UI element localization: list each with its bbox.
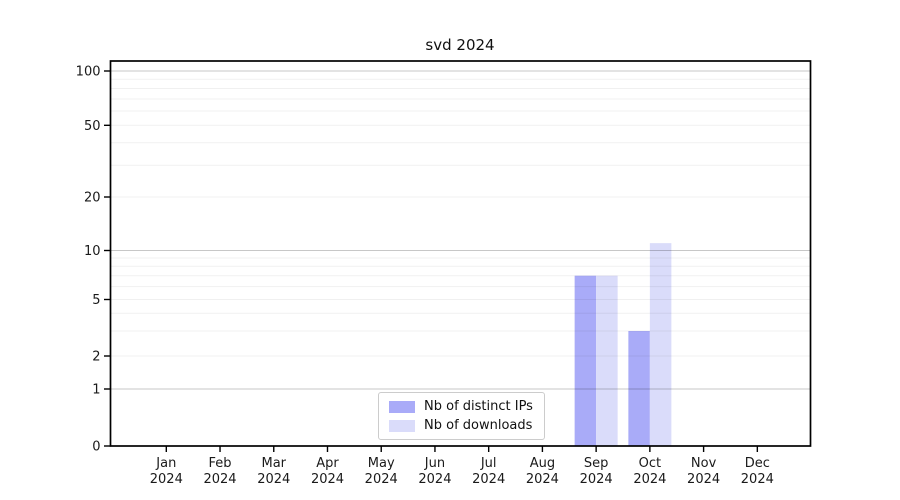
legend-label-distinct-ips: Nb of distinct IPs xyxy=(424,399,533,414)
x-tick-label-year: 2024 xyxy=(741,472,774,487)
x-tick-label-month: Aug xyxy=(530,456,555,471)
legend-swatch-distinct-ips xyxy=(389,400,415,413)
x-tick-label-year: 2024 xyxy=(580,472,613,487)
bar-downloads xyxy=(596,275,618,446)
axes-frame xyxy=(109,60,812,447)
bar-downloads xyxy=(649,243,672,446)
legend-item-distinct-ips: Nb of distinct IPs xyxy=(389,399,533,414)
x-tick-label-month: Jun xyxy=(424,456,445,471)
bar-distinct-ips xyxy=(574,275,597,446)
x-tick-label-month: Jul xyxy=(480,456,497,471)
x-tick-label-year: 2024 xyxy=(687,472,720,487)
y-tick-label: 0 xyxy=(92,440,100,455)
x-tick-label-year: 2024 xyxy=(150,472,183,487)
x-tick-label-month: Mar xyxy=(261,456,286,471)
x-tick-label-month: Apr xyxy=(316,456,339,471)
y-tick-label: 1 xyxy=(92,383,100,398)
legend: Nb of distinct IPs Nb of downloads xyxy=(378,392,545,440)
x-tick-label-month: Dec xyxy=(745,456,770,471)
x-tick-label-year: 2024 xyxy=(365,472,398,487)
x-tick-label-year: 2024 xyxy=(311,472,344,487)
y-tick-label: 2 xyxy=(92,350,100,365)
x-tick-label-month: Nov xyxy=(691,456,717,471)
x-tick-label-month: May xyxy=(368,456,395,471)
y-tick-label: 5 xyxy=(92,293,100,308)
bar-distinct-ips xyxy=(628,330,650,446)
y-tick-label: 20 xyxy=(84,191,101,206)
legend-label-downloads: Nb of downloads xyxy=(424,418,533,433)
legend-item-downloads: Nb of downloads xyxy=(389,418,533,433)
x-tick-label-year: 2024 xyxy=(633,472,666,487)
x-tick-label-year: 2024 xyxy=(472,472,505,487)
chart-title: svd 2024 xyxy=(425,36,495,54)
x-tick-label-month: Sep xyxy=(584,456,609,471)
y-tick-label: 10 xyxy=(84,244,101,259)
x-tick-label-year: 2024 xyxy=(418,472,451,487)
x-tick-label-year: 2024 xyxy=(257,472,290,487)
x-tick-label-year: 2024 xyxy=(203,472,236,487)
y-tick-label: 50 xyxy=(84,119,101,134)
legend-swatch-downloads xyxy=(389,419,415,432)
x-tick-label-month: Oct xyxy=(639,456,661,471)
y-tick-label: 100 xyxy=(76,65,101,80)
plot-area xyxy=(110,61,811,446)
x-tick-label-month: Feb xyxy=(209,456,232,471)
x-tick-label-year: 2024 xyxy=(526,472,559,487)
x-tick-label-month: Jan xyxy=(155,456,176,471)
